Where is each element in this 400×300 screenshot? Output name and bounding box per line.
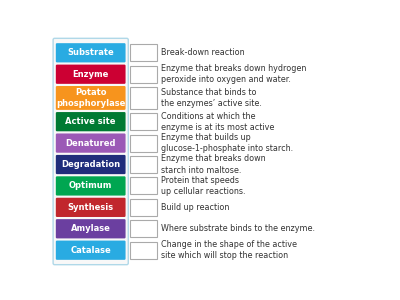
Text: Build up reaction: Build up reaction [161, 203, 229, 212]
FancyBboxPatch shape [56, 134, 126, 153]
FancyBboxPatch shape [56, 241, 126, 260]
Bar [130, 135, 157, 152]
Text: Enzyme that breaks down
starch into maltose.: Enzyme that breaks down starch into malt… [161, 154, 266, 175]
FancyBboxPatch shape [56, 43, 126, 62]
FancyBboxPatch shape [53, 38, 128, 265]
Text: Break-down reaction: Break-down reaction [161, 48, 244, 57]
Text: Degradation: Degradation [61, 160, 120, 169]
FancyBboxPatch shape [56, 176, 126, 196]
Text: Protein that speeds
up cellular reactions.: Protein that speeds up cellular reaction… [161, 176, 245, 196]
Text: Denatured: Denatured [66, 139, 116, 148]
Bar [130, 66, 157, 83]
Text: Optimum: Optimum [69, 182, 112, 190]
FancyBboxPatch shape [56, 198, 126, 217]
FancyBboxPatch shape [56, 86, 126, 110]
Text: Catalase: Catalase [70, 246, 111, 255]
Text: Substrate: Substrate [67, 48, 114, 57]
Bar [130, 220, 157, 237]
Text: Potato
phosphorylase: Potato phosphorylase [56, 88, 125, 108]
Text: Enzyme: Enzyme [72, 70, 109, 79]
Text: Substance that binds to
the enzymes’ active site.: Substance that binds to the enzymes’ act… [161, 88, 262, 108]
Bar [130, 113, 157, 130]
Text: Amylase: Amylase [71, 224, 111, 233]
FancyBboxPatch shape [56, 112, 126, 131]
Bar [130, 87, 157, 109]
Text: Conditions at which the
enzyme is at its most active: Conditions at which the enzyme is at its… [161, 112, 274, 132]
Text: Active site: Active site [66, 117, 116, 126]
Text: Enzyme that builds up
glucose-1-phosphate into starch.: Enzyme that builds up glucose-1-phosphat… [161, 133, 293, 153]
FancyBboxPatch shape [56, 64, 126, 84]
Text: Where substrate binds to the enzyme.: Where substrate binds to the enzyme. [161, 224, 315, 233]
FancyBboxPatch shape [56, 155, 126, 174]
Text: Enzyme that breaks down hydrogen
peroxide into oxygen and water.: Enzyme that breaks down hydrogen peroxid… [161, 64, 306, 84]
Bar [130, 199, 157, 216]
Bar [130, 44, 157, 61]
Text: Change in the shape of the active
site which will stop the reaction: Change in the shape of the active site w… [161, 240, 297, 260]
Text: Synthesis: Synthesis [68, 203, 114, 212]
Bar [130, 242, 157, 259]
Bar [130, 156, 157, 173]
Bar [130, 178, 157, 194]
FancyBboxPatch shape [56, 219, 126, 238]
